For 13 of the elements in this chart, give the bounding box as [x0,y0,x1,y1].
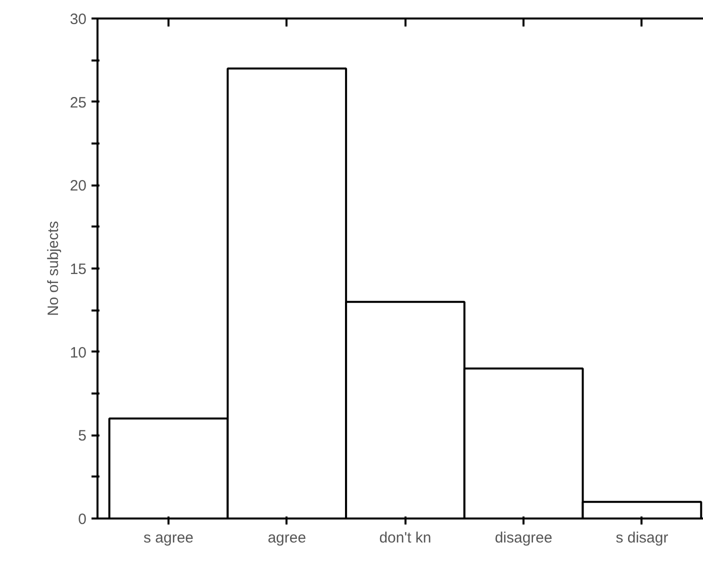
y-tick-label: 15 [70,261,87,278]
y-tick-label: 0 [78,511,86,528]
y-tick-label: 10 [70,344,87,362]
x-tick-label: disagree [494,530,552,546]
x-tick-label: don't kn [379,530,432,546]
y-tick-label: 5 [78,428,86,445]
x-tick-label: s agree [144,530,194,546]
y-tick-label: 20 [70,178,87,195]
x-tick-label: s disagr [616,530,668,546]
y-tick-label: 30 [70,11,87,28]
y-tick-label: 25 [70,94,87,112]
x-tick-label: agree [268,530,306,546]
y-axis-title: No of subjects [44,220,62,316]
